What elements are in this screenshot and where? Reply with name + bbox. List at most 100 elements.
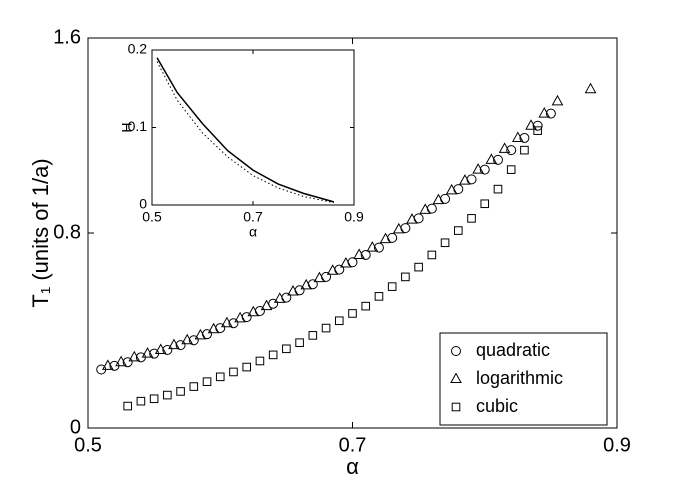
data-point [584,82,597,94]
data-point [340,256,352,268]
data-point [141,347,154,358]
data-point [207,322,220,334]
legend-marker [451,346,461,356]
y-axis-label: T₁ (units of 1/a) [28,158,53,307]
data-point [189,382,199,391]
legend-label: logarithmic [476,368,563,388]
data-point [419,203,432,214]
data-point [373,242,384,253]
data-point [493,184,503,194]
data-point [406,213,418,224]
data-point [287,284,299,296]
data-point [366,241,379,252]
x-tick-label: 0.7 [339,434,367,456]
x-tick-label: 0.7 [243,208,263,224]
data-point [162,345,173,355]
data-point [533,126,542,135]
data-point [401,272,410,282]
data-point [188,335,199,346]
data-point [498,142,511,153]
data-point [295,338,304,347]
data-point [511,131,524,142]
data-point [194,328,207,340]
data-point [492,154,503,165]
data-point [479,164,490,175]
data-point [128,350,141,362]
legend [439,332,608,426]
data-point [538,107,551,118]
data-point [115,355,127,367]
data-point [260,299,273,311]
data-point [427,250,437,260]
data-point [532,120,543,131]
data-point [480,199,490,209]
y-tick-label: 0.8 [53,221,81,243]
data-point [282,344,291,354]
x-axis-label: α [346,454,359,479]
data-point [525,119,537,130]
legend-marker [451,402,461,412]
data-point [467,214,476,223]
data-point [326,264,339,275]
data-point [520,145,529,155]
data-point [551,94,564,106]
data-point [519,132,530,143]
data-point [242,362,251,372]
data-point [234,311,246,323]
data-point [361,301,371,311]
data-point [472,163,484,174]
data-point [300,278,313,290]
line [156,57,335,203]
data-point [445,183,458,195]
data-point [175,340,186,351]
data-point [136,396,146,406]
x-tick-label: 0.9 [603,434,631,456]
x-axis-label: α [249,224,257,240]
data-point [273,292,286,303]
data-point [454,226,463,235]
data-point [101,359,114,370]
data-point [506,145,517,156]
data-point [308,331,318,340]
data-point [163,390,172,400]
data-point [149,394,159,404]
data-point [414,262,423,272]
data-point [229,367,238,377]
data-point [506,165,516,174]
data-point [202,377,212,386]
data-point [176,387,185,396]
x-tick-label: 0.5 [142,208,162,224]
legend-label: quadratic [476,340,550,360]
data-point [123,401,132,411]
data-point [255,356,265,366]
data-point [181,333,194,345]
y-tick-label: 0 [139,196,147,212]
y-tick-label: 0 [70,416,81,438]
legend-label: cubic [476,396,518,416]
data-point [392,222,405,234]
data-point [360,249,371,260]
data-point [432,193,445,205]
data-point [215,372,225,382]
data-point [313,271,326,283]
data-point [440,238,450,248]
data-point [353,248,365,259]
data-point [247,305,260,317]
data-point [545,108,556,119]
data-point [321,323,331,333]
data-point [154,343,167,354]
data-point [387,282,397,291]
data-point [228,318,239,329]
data-point [379,232,392,244]
data-point [348,309,357,318]
data-point [374,292,384,301]
data-point [459,174,471,185]
line [156,61,334,204]
y-tick-label: 0.1 [128,118,148,134]
data-point [485,153,498,164]
data-point [334,316,344,326]
data-point [168,338,180,350]
legend-marker [450,372,462,383]
